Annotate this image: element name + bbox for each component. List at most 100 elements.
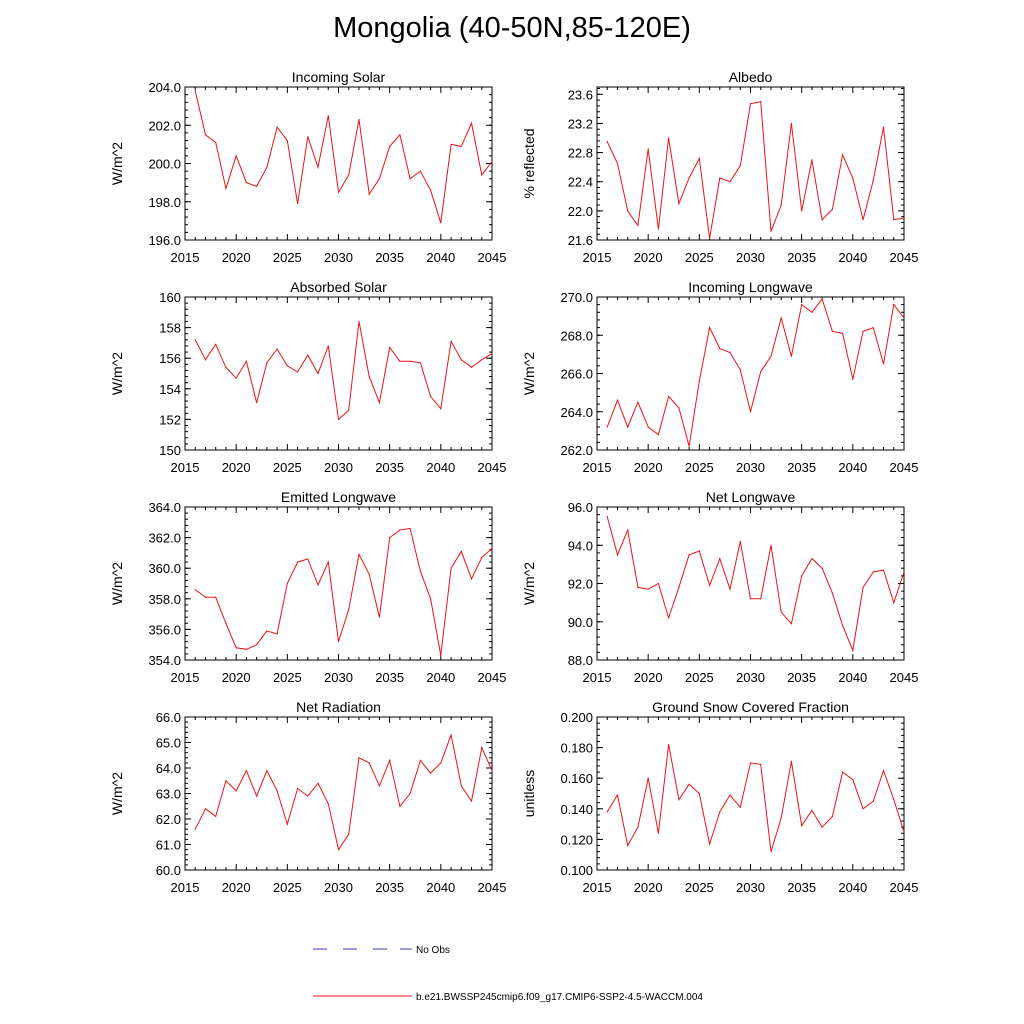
data-point	[225, 366, 227, 368]
data-point	[616, 794, 619, 796]
data-point	[739, 369, 741, 371]
y-tick-label: 92.0	[568, 577, 593, 592]
data-point	[801, 210, 803, 212]
data-point	[719, 348, 721, 350]
data-point	[729, 588, 731, 590]
x-tick-label: 2035	[375, 460, 404, 475]
plot-frame	[596, 296, 905, 451]
data-point	[430, 598, 432, 600]
data-point	[409, 527, 411, 530]
data-point	[337, 418, 340, 420]
data-point	[637, 826, 639, 828]
data-point	[378, 785, 381, 787]
data-point	[637, 586, 639, 588]
data-point	[739, 806, 741, 808]
y-tick-label: 22.8	[568, 146, 593, 161]
x-tick-label: 2020	[222, 670, 251, 685]
data-point	[739, 165, 741, 167]
data-point	[606, 811, 608, 813]
data-point	[627, 426, 629, 428]
data-point	[296, 371, 299, 373]
x-tick-label: 2015	[583, 460, 612, 475]
data-point	[893, 602, 895, 604]
data-point	[256, 644, 258, 646]
data-point	[811, 159, 813, 161]
data-point	[368, 762, 370, 764]
data-point	[882, 569, 885, 571]
series-line	[194, 527, 493, 656]
data-point	[348, 409, 350, 411]
data-point	[235, 155, 237, 157]
data-point	[811, 809, 813, 811]
chart-panel-5: Net Longwave W/m^2 2015 2020 2025 2030 2035 204…	[521, 489, 918, 685]
data-point	[450, 340, 452, 342]
data-point	[668, 743, 670, 746]
data-point	[286, 365, 288, 367]
data-point	[668, 395, 670, 398]
y-tick-label: 154	[159, 382, 181, 397]
data-point	[419, 170, 421, 172]
data-point	[770, 355, 772, 357]
data-point	[194, 828, 196, 830]
y-tick-label: 66.0	[156, 710, 181, 725]
data-point	[245, 360, 247, 362]
data-point	[688, 554, 690, 556]
panel-title: Net Radiation	[296, 699, 381, 715]
panel-title: Absorbed Solar	[290, 279, 387, 295]
plot-frame	[184, 716, 493, 871]
data-point	[215, 343, 217, 346]
chart-panel-1: Albedo % reflected 2015 2020 2025 2030 2035 204…	[521, 69, 918, 265]
y-tick-label: 61.0	[156, 838, 181, 853]
data-point	[317, 584, 319, 586]
chart-panel-6: Net Radiation W/m^2 2015 2020 2025 2030 2035 20…	[109, 699, 506, 895]
data-point	[409, 792, 411, 795]
x-tick-label: 2025	[273, 670, 302, 685]
x-tick-label: 2035	[375, 670, 404, 685]
plot-frame	[184, 506, 493, 661]
x-tick-label: 2035	[375, 880, 404, 895]
data-point	[852, 177, 854, 179]
data-point	[337, 641, 340, 643]
data-point	[204, 596, 207, 598]
data-point	[327, 345, 329, 347]
data-point	[368, 193, 370, 195]
y-tick-label: 94.0	[568, 538, 593, 553]
data-point	[419, 759, 421, 761]
data-point	[872, 800, 874, 802]
data-point	[657, 434, 660, 436]
x-tick-label: 2040	[426, 460, 455, 475]
data-point	[719, 558, 721, 560]
x-tick-label: 2035	[787, 670, 816, 685]
data-point	[719, 811, 721, 813]
series-line	[606, 744, 905, 852]
data-point	[225, 622, 227, 624]
series-line	[194, 321, 493, 421]
data-point	[194, 339, 196, 341]
y-tick-label: 354.0	[148, 653, 181, 668]
data-point	[409, 178, 411, 180]
x-tick-label: 2040	[426, 250, 455, 265]
data-point	[780, 204, 782, 206]
data-point	[430, 772, 432, 774]
data-point	[358, 320, 360, 323]
data-point	[389, 537, 391, 539]
x-tick-label: 2045	[478, 880, 507, 895]
data-point	[430, 189, 432, 191]
data-point	[698, 380, 700, 382]
data-point	[327, 561, 329, 563]
figure-title: Mongolia (40-50N,85-120E)	[333, 12, 691, 44]
legend-model-label: b.e21.BWSSP245cmip6.f09_g17.CMIP6-SSP2-4…	[416, 992, 703, 1003]
data-point	[491, 353, 493, 355]
y-tick-label: 60.0	[156, 863, 181, 878]
data-point	[821, 826, 823, 828]
data-point	[460, 550, 462, 552]
y-tick-label: 270.0	[560, 290, 593, 305]
data-point	[307, 795, 309, 797]
data-point	[399, 805, 401, 807]
data-point	[389, 145, 391, 147]
y-tick-label: 358.0	[148, 592, 181, 607]
legend: No Obs b.e21.BWSSP245cmip6.f09_g17.CMIP6…	[313, 945, 703, 1003]
data-point	[481, 359, 483, 361]
data-point	[368, 375, 370, 378]
